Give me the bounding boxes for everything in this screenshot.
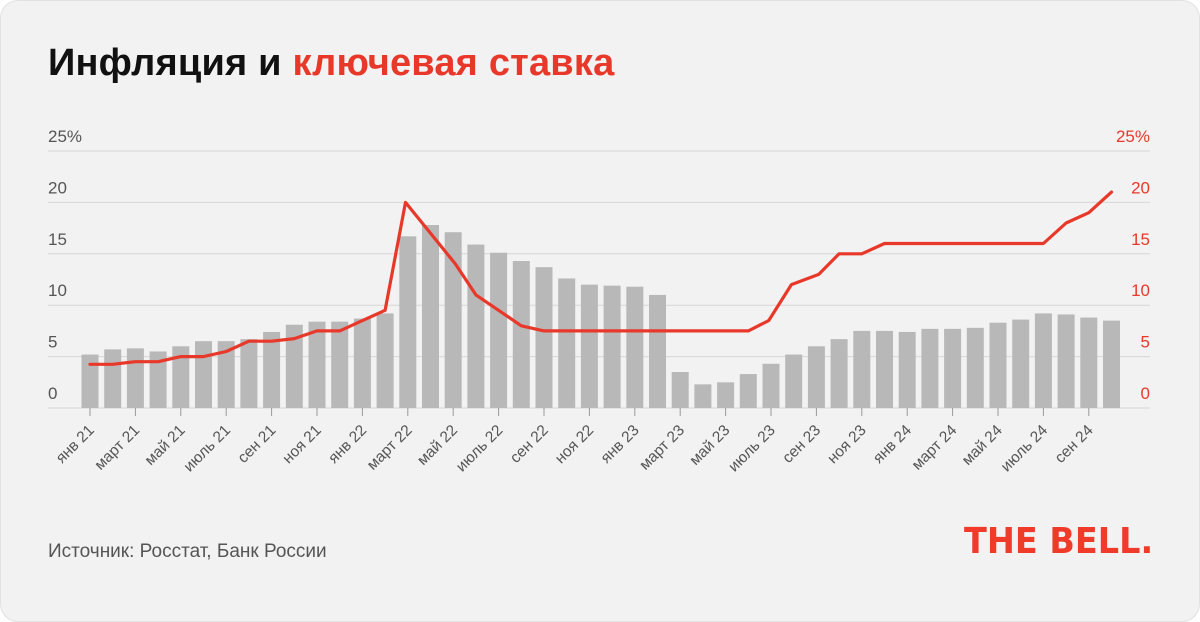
x-tick-label: март 21 xyxy=(91,422,143,474)
inflation-bar xyxy=(467,244,485,408)
x-tick-label: июль 21 xyxy=(181,422,234,475)
inflation-bar xyxy=(512,260,530,408)
inflation-bar xyxy=(876,330,893,408)
inflation-bar xyxy=(81,354,99,408)
inflation-bar xyxy=(240,339,258,408)
inflation-bar xyxy=(807,346,825,408)
y-tick-left: 25% xyxy=(48,127,82,146)
title-key-rate: ключевая ставка xyxy=(292,42,615,84)
x-tick-label: июль 23 xyxy=(725,422,778,475)
x-tick-label: июль 24 xyxy=(998,422,1052,476)
x-tick-label: ноя 22 xyxy=(552,422,597,467)
inflation-bar xyxy=(603,285,621,408)
inflation-bar xyxy=(1080,317,1098,408)
inflation-bar xyxy=(172,346,190,408)
inflation-bar xyxy=(649,294,666,408)
y-tick-left: 5 xyxy=(48,333,57,352)
inflation-bar xyxy=(558,278,576,408)
inflation-bar xyxy=(785,354,803,408)
inflation-bar xyxy=(944,328,962,408)
inflation-bar xyxy=(195,341,212,408)
inflation-bar xyxy=(921,328,939,408)
x-tick-label: сен 23 xyxy=(779,422,824,467)
inflation-bar xyxy=(376,313,394,408)
chart-title: Инфляция и ключевая ставка xyxy=(48,42,614,85)
inflation-bar xyxy=(263,331,281,408)
inflation-bar xyxy=(399,236,417,408)
inflation-bar xyxy=(331,321,349,408)
inflation-bar xyxy=(308,321,326,408)
inflation-bar xyxy=(762,363,780,408)
inflation-bar xyxy=(1057,314,1075,408)
y-tick-right: 25% xyxy=(1116,127,1150,146)
x-tick-label: янв 23 xyxy=(598,422,643,467)
x-tick-label: янв 21 xyxy=(53,422,98,467)
inflation-bar xyxy=(126,348,144,408)
inflation-bar xyxy=(717,382,735,408)
inflation-bar xyxy=(626,286,644,408)
y-tick-left: 0 xyxy=(48,384,57,403)
inflation-bar xyxy=(989,322,1007,408)
key-rate-line xyxy=(88,190,1114,366)
y-tick-right: 5 xyxy=(1141,333,1150,352)
inflation-bar xyxy=(1034,313,1052,408)
y-tick-left: 10 xyxy=(48,281,67,300)
source-note: Источник: Росстат, Банк России xyxy=(48,541,327,562)
inflation-bar xyxy=(149,351,167,408)
x-tick-label: июль 22 xyxy=(453,422,506,475)
x-tick-label: сен 24 xyxy=(1052,422,1097,467)
inflation-bar xyxy=(104,349,122,408)
y-tick-right: 10 xyxy=(1131,281,1150,300)
inflation-bar xyxy=(739,374,757,408)
inflation-bar xyxy=(580,284,598,408)
y-tick-right: 20 xyxy=(1131,178,1150,197)
x-tick-label: март 23 xyxy=(636,422,688,474)
x-tick-label: янв 22 xyxy=(325,422,370,467)
title-inflation: Инфляция и xyxy=(48,42,282,84)
inflation-bar xyxy=(898,331,916,408)
x-tick-label: сен 22 xyxy=(507,422,552,467)
inflation-bar xyxy=(285,324,303,408)
inflation-bar xyxy=(671,372,689,408)
y-tick-left: 15 xyxy=(48,230,67,249)
y-tick-right: 15 xyxy=(1131,230,1150,249)
x-tick-label: март 24 xyxy=(909,422,961,474)
x-tick-label: сен 21 xyxy=(235,422,280,467)
the-bell-logo: THE BELL. xyxy=(964,521,1154,562)
inflation-bar xyxy=(1103,320,1120,408)
inflation-bar xyxy=(966,327,984,408)
y-tick-right: 0 xyxy=(1141,384,1150,403)
x-tick-label: ноя 23 xyxy=(824,422,869,467)
inflation-bar xyxy=(694,384,712,408)
inflation-bar xyxy=(1012,319,1030,408)
x-tick-label: ноя 21 xyxy=(279,422,324,467)
inflation-bar xyxy=(490,252,508,408)
inflation-bar xyxy=(353,318,371,408)
x-tick-label: янв 24 xyxy=(870,422,915,467)
inflation-bar xyxy=(853,330,871,408)
inflation-bar xyxy=(444,232,462,408)
inflation-bar xyxy=(422,225,439,408)
inflation-bar xyxy=(535,267,553,408)
y-tick-left: 20 xyxy=(48,178,67,197)
inflation-bar xyxy=(217,341,235,408)
x-tick-label: март 22 xyxy=(364,422,416,474)
inflation-bar xyxy=(830,339,848,408)
